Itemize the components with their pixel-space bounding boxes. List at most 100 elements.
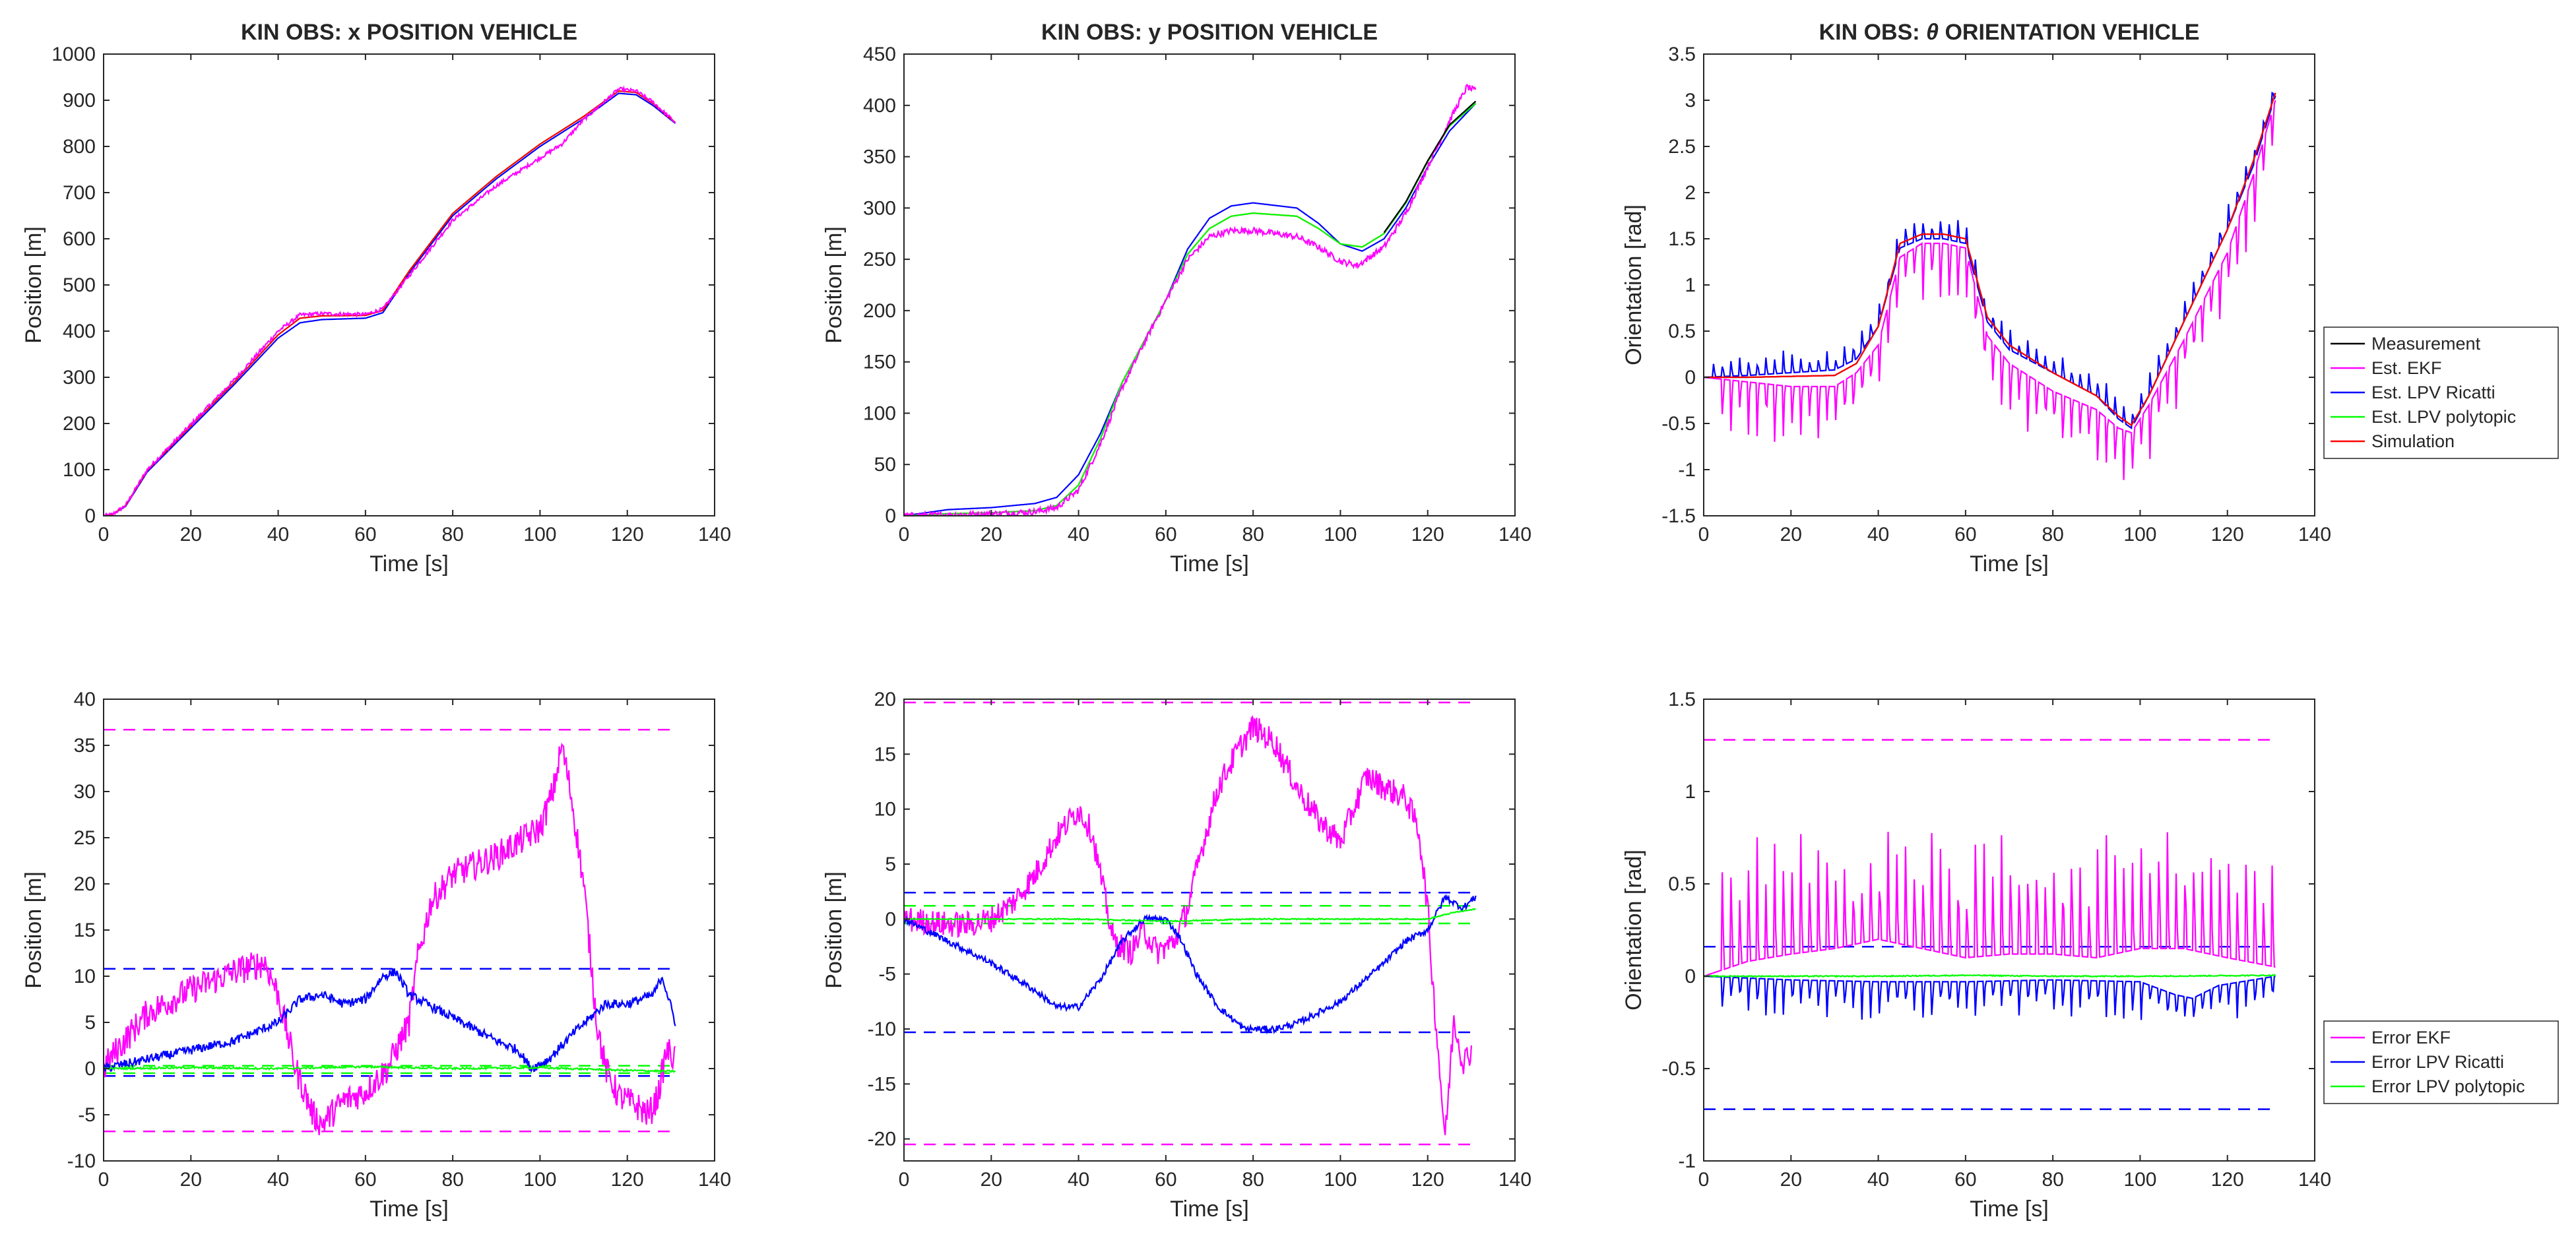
y-tick-label: 2 (1685, 182, 1696, 204)
series-group (904, 701, 1477, 1146)
y-tick-label: -0.5 (1661, 413, 1696, 435)
y-tick-label: 25 (74, 827, 96, 849)
axes-box (1703, 699, 2315, 1162)
series-group (104, 85, 676, 516)
series-line-error-lpv-ricatti (104, 968, 676, 1073)
series-line-est-lpv-ricatti (904, 102, 1477, 516)
x-tick-label: 80 (1242, 524, 1264, 545)
y-tick-label: 20 (874, 689, 896, 710)
series-group (1704, 739, 2276, 1110)
series-line-error-ekf (904, 714, 1472, 1135)
x-tick-label: 0 (899, 1169, 910, 1191)
y-tick-label: 3 (1685, 90, 1696, 111)
chart-4: 0 20 40 60 80 100 120 140 -10 -5 0 5 10 15 20 25 30 35 40 T… (21, 689, 731, 1222)
chart-title-part: KIN OBS: (1819, 20, 1926, 45)
y-tick-label: 0 (885, 505, 896, 527)
chart-title-part: KIN OBS: x POSITION VEHICLE (241, 20, 577, 45)
y-tick-label: -1 (1678, 459, 1696, 481)
y-axis-label: Orientation [rad] (1621, 204, 1646, 365)
y-tick-label: 40 (74, 689, 96, 710)
y-axis-label: Position [m] (21, 871, 46, 989)
y-tick-label: -20 (868, 1129, 896, 1150)
y-tick-label: -10 (67, 1150, 96, 1172)
y-tick-label: -5 (78, 1104, 96, 1126)
y-tick-label: 1 (1685, 274, 1696, 296)
x-tick-label: 60 (1155, 1169, 1176, 1191)
series-line-error-ekf (104, 742, 676, 1136)
y-tick-label: 30 (74, 781, 96, 803)
x-tick-label: 20 (180, 524, 202, 545)
series-group (1704, 91, 2276, 480)
y-tick-label: 0 (885, 908, 896, 930)
y-tick-label: -1 (1678, 1150, 1696, 1172)
axes-box (903, 699, 1516, 1162)
x-tick-label: 100 (1324, 524, 1357, 545)
x-tick-label: 20 (1780, 1169, 1802, 1191)
legend-label: Measurement (2371, 334, 2481, 354)
y-tick-label: 450 (863, 44, 896, 65)
series-line-error-lpv-ricatti (904, 894, 1477, 1035)
x-axis-label: Time [s] (1970, 551, 2049, 576)
y-tick-label: 1 (1685, 781, 1696, 803)
x-tick-label: 20 (981, 524, 1002, 545)
series-line-error-ekf (1704, 832, 2276, 978)
x-tick-label: 140 (698, 1169, 731, 1191)
y-tick-label: 900 (63, 90, 96, 111)
series-line-est-ekf (104, 85, 676, 516)
chart-title-part: KIN OBS: y POSITION VEHICLE (1041, 20, 1378, 45)
chart-6: 0 20 40 60 80 100 120 140 -1 -0.5 0 0.5 1 1.5 Time [s]… (1621, 689, 2559, 1222)
y-tick-label: 100 (863, 402, 896, 424)
x-tick-label: 20 (180, 1169, 202, 1191)
x-tick-label: 60 (1954, 1169, 1976, 1191)
series-group (904, 83, 1477, 516)
legend-label: Simulation (2371, 431, 2455, 451)
x-tick-label: 140 (698, 524, 731, 545)
axes-box (903, 53, 1516, 516)
y-tick-label: 15 (874, 743, 896, 765)
y-tick-label: 15 (74, 919, 96, 941)
x-tick-label: 120 (2211, 524, 2244, 545)
y-tick-label: 3.5 (1668, 44, 1696, 65)
legend-label: Error EKF (2371, 1028, 2451, 1047)
x-tick-label: 60 (1155, 524, 1176, 545)
y-tick-label: 700 (63, 182, 96, 204)
series-line-error-lpv-ricatti (1704, 975, 2276, 1020)
x-axis-label: Time [s] (1170, 551, 1249, 576)
y-tick-label: 1000 (51, 44, 96, 65)
chart-title: KIN OBS: θ ORIENTATION VEHICLE (1819, 20, 2200, 45)
chart-3: 0 20 40 60 80 100 120 140 -1.5 -1 -0.5 0 0.5 1 1.5 2 2.5… (1621, 20, 2559, 576)
y-tick-label: 0.5 (1668, 321, 1696, 342)
legend: Error EKF Error LPV Ricatti Error LPV poly… (2323, 1020, 2559, 1104)
x-tick-label: 120 (611, 1169, 644, 1191)
x-tick-label: 40 (267, 1169, 289, 1191)
legend-label: Error LPV Ricatti (2371, 1052, 2504, 1072)
x-tick-label: 120 (611, 524, 644, 545)
series-line-simulation (1704, 92, 2276, 427)
x-tick-label: 40 (267, 524, 289, 545)
y-tick-label: 600 (63, 228, 96, 250)
legend: Measurement Est. EKF Est. LPV Ricatti Est. … (2323, 327, 2559, 459)
y-axis-label: Position [m] (821, 871, 847, 989)
x-tick-label: 60 (354, 524, 376, 545)
x-tick-label: 80 (1242, 1169, 1264, 1191)
x-tick-label: 100 (2123, 1169, 2156, 1191)
chart-5: 0 20 40 60 80 100 120 140 -20 -15 -10 -5 0 5 10 15 20 Tim… (821, 689, 1531, 1222)
x-tick-label: 80 (441, 1169, 463, 1191)
chart-title: KIN OBS: y POSITION VEHICLE (1041, 20, 1378, 45)
y-tick-label: 5 (84, 1012, 96, 1034)
y-tick-label: 250 (863, 249, 896, 270)
y-tick-label: 5 (885, 854, 896, 875)
x-tick-label: 0 (1698, 524, 1710, 545)
x-tick-label: 140 (1498, 524, 1531, 545)
x-tick-label: 40 (1068, 1169, 1089, 1191)
y-axis-label: Position [m] (821, 226, 847, 344)
y-tick-label: 10 (74, 966, 96, 987)
y-tick-label: 20 (74, 873, 96, 895)
legend-label: Est. LPV polytopic (2371, 407, 2516, 427)
y-tick-label: 800 (63, 136, 96, 158)
x-tick-label: 0 (1698, 1169, 1710, 1191)
x-tick-label: 120 (2211, 1169, 2244, 1191)
y-tick-label: 400 (63, 321, 96, 342)
y-tick-label: 50 (874, 454, 896, 476)
